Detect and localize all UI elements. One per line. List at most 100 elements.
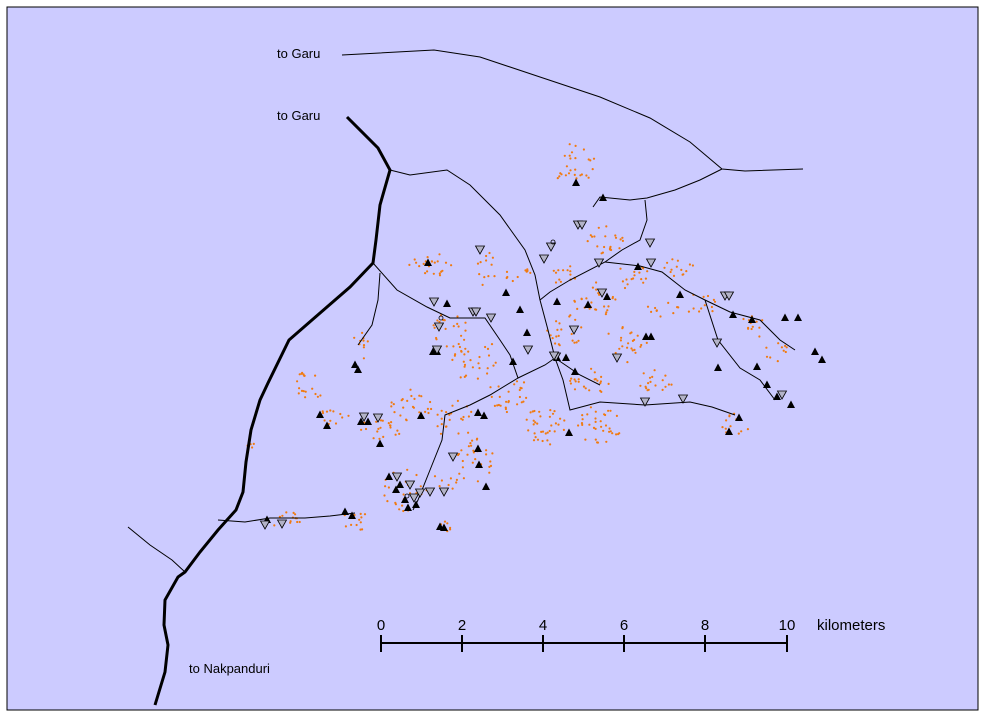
settlement-dot bbox=[491, 256, 494, 259]
settlement-dot bbox=[576, 307, 579, 310]
settlement-dot bbox=[639, 345, 642, 348]
settlement-dot bbox=[626, 346, 629, 349]
settlement-dot bbox=[742, 317, 745, 321]
settlement-dot bbox=[655, 309, 658, 312]
filled-triangle-icon bbox=[357, 417, 365, 425]
settlement-dot bbox=[529, 411, 532, 414]
settlement-dot bbox=[785, 346, 788, 349]
settlement-dot bbox=[604, 313, 608, 316]
settlement-dot bbox=[642, 372, 645, 375]
open-down-triangle-icon bbox=[576, 220, 588, 230]
settlement-dot bbox=[592, 426, 596, 429]
settlement-dot bbox=[677, 306, 680, 309]
settlement-dot bbox=[728, 414, 731, 417]
settlement-dot bbox=[490, 395, 493, 398]
filled-triangle-icon bbox=[818, 355, 826, 363]
settlement-dot bbox=[681, 273, 684, 276]
settlement-dot bbox=[463, 365, 466, 368]
small-circle-icon bbox=[438, 315, 444, 321]
settlement-dot bbox=[376, 430, 379, 433]
settlement-dot bbox=[520, 401, 523, 404]
open-down-triangle-icon bbox=[538, 254, 550, 264]
filled-triangle-icon bbox=[412, 500, 420, 508]
settlement-dot bbox=[496, 404, 499, 407]
settlement-dot bbox=[386, 500, 389, 503]
open-down-triangle-icon bbox=[408, 493, 420, 503]
settlement-dot bbox=[589, 159, 592, 162]
settlement-dot bbox=[298, 520, 301, 524]
settlement-dot bbox=[505, 410, 508, 414]
settlement-dot bbox=[536, 422, 539, 425]
settlement-dot bbox=[554, 342, 557, 345]
settlement-dot bbox=[592, 157, 596, 160]
settlement-dot bbox=[438, 272, 441, 275]
settlement-dot bbox=[362, 344, 366, 347]
settlement-dot bbox=[600, 425, 603, 428]
settlement-dot bbox=[406, 468, 409, 471]
settlement-dot bbox=[568, 315, 571, 318]
road-link-j bbox=[217, 512, 356, 523]
settlement-dot bbox=[541, 430, 545, 433]
settlement-dot bbox=[494, 361, 497, 364]
settlement-dot bbox=[541, 439, 544, 443]
settlement-dot bbox=[593, 378, 596, 381]
settlement-dot bbox=[458, 345, 461, 349]
settlement-dot bbox=[476, 262, 480, 265]
settlement-dot bbox=[433, 475, 437, 478]
settlement-dot bbox=[634, 351, 637, 354]
settlement-dot bbox=[597, 226, 600, 229]
settlement-dot bbox=[563, 154, 566, 157]
settlement-dot bbox=[321, 411, 325, 415]
scale-unit-label: kilometers bbox=[817, 617, 885, 634]
settlement-dot bbox=[379, 419, 383, 422]
settlement-dot bbox=[507, 390, 510, 393]
settlement-dot bbox=[462, 360, 465, 363]
settlement-dot bbox=[685, 270, 688, 273]
open-down-triangle-icon bbox=[447, 452, 459, 462]
settlement-dot bbox=[464, 347, 467, 350]
settlement-dot bbox=[424, 410, 427, 413]
settlement-dot bbox=[712, 298, 716, 301]
open-down-triangle-icon bbox=[639, 397, 651, 407]
settlement-dot bbox=[570, 377, 573, 380]
settlement-dot bbox=[329, 409, 332, 412]
scale-tick-label: 0 bbox=[377, 617, 385, 634]
settlement-dot bbox=[574, 318, 577, 321]
settlement-dot bbox=[316, 395, 319, 398]
road-link-d bbox=[539, 199, 648, 301]
settlement-dot bbox=[573, 378, 576, 381]
settlement-dot bbox=[413, 397, 416, 400]
settlement-dot bbox=[558, 278, 561, 281]
settlement-dot bbox=[470, 444, 473, 447]
settlement-dot bbox=[536, 438, 540, 441]
settlement-dot bbox=[476, 437, 479, 440]
filled-triangle-icon bbox=[571, 367, 579, 375]
settlement-dot bbox=[390, 401, 393, 404]
settlement-dot bbox=[358, 518, 361, 521]
settlement-dot bbox=[457, 432, 460, 435]
settlement-dot bbox=[621, 326, 624, 329]
settlement-dot bbox=[398, 432, 401, 435]
settlement-dot bbox=[353, 336, 356, 339]
settlement-dot bbox=[569, 379, 572, 382]
settlement-dot bbox=[476, 377, 479, 380]
road-link-a bbox=[592, 168, 723, 208]
settlement-dot bbox=[626, 283, 629, 286]
open-down-triangle-icon bbox=[711, 338, 723, 348]
road-link-l bbox=[554, 357, 601, 386]
settlement-dot bbox=[463, 363, 467, 366]
settlement-dot bbox=[574, 380, 577, 383]
filled-triangle-icon bbox=[364, 417, 372, 425]
scale-tick-label: 6 bbox=[620, 617, 628, 634]
settlement-dot bbox=[702, 295, 705, 298]
settlement-dot bbox=[784, 350, 787, 354]
settlement-dot bbox=[676, 259, 680, 262]
settlement-dot bbox=[464, 321, 467, 324]
settlement-dot bbox=[534, 421, 537, 424]
settlement-dot bbox=[605, 311, 608, 314]
settlement-dot bbox=[765, 346, 768, 349]
open-down-triangle-icon bbox=[677, 394, 689, 404]
settlement-dot bbox=[420, 395, 423, 398]
settlement-dot bbox=[555, 320, 558, 323]
settlement-dot bbox=[750, 327, 753, 331]
